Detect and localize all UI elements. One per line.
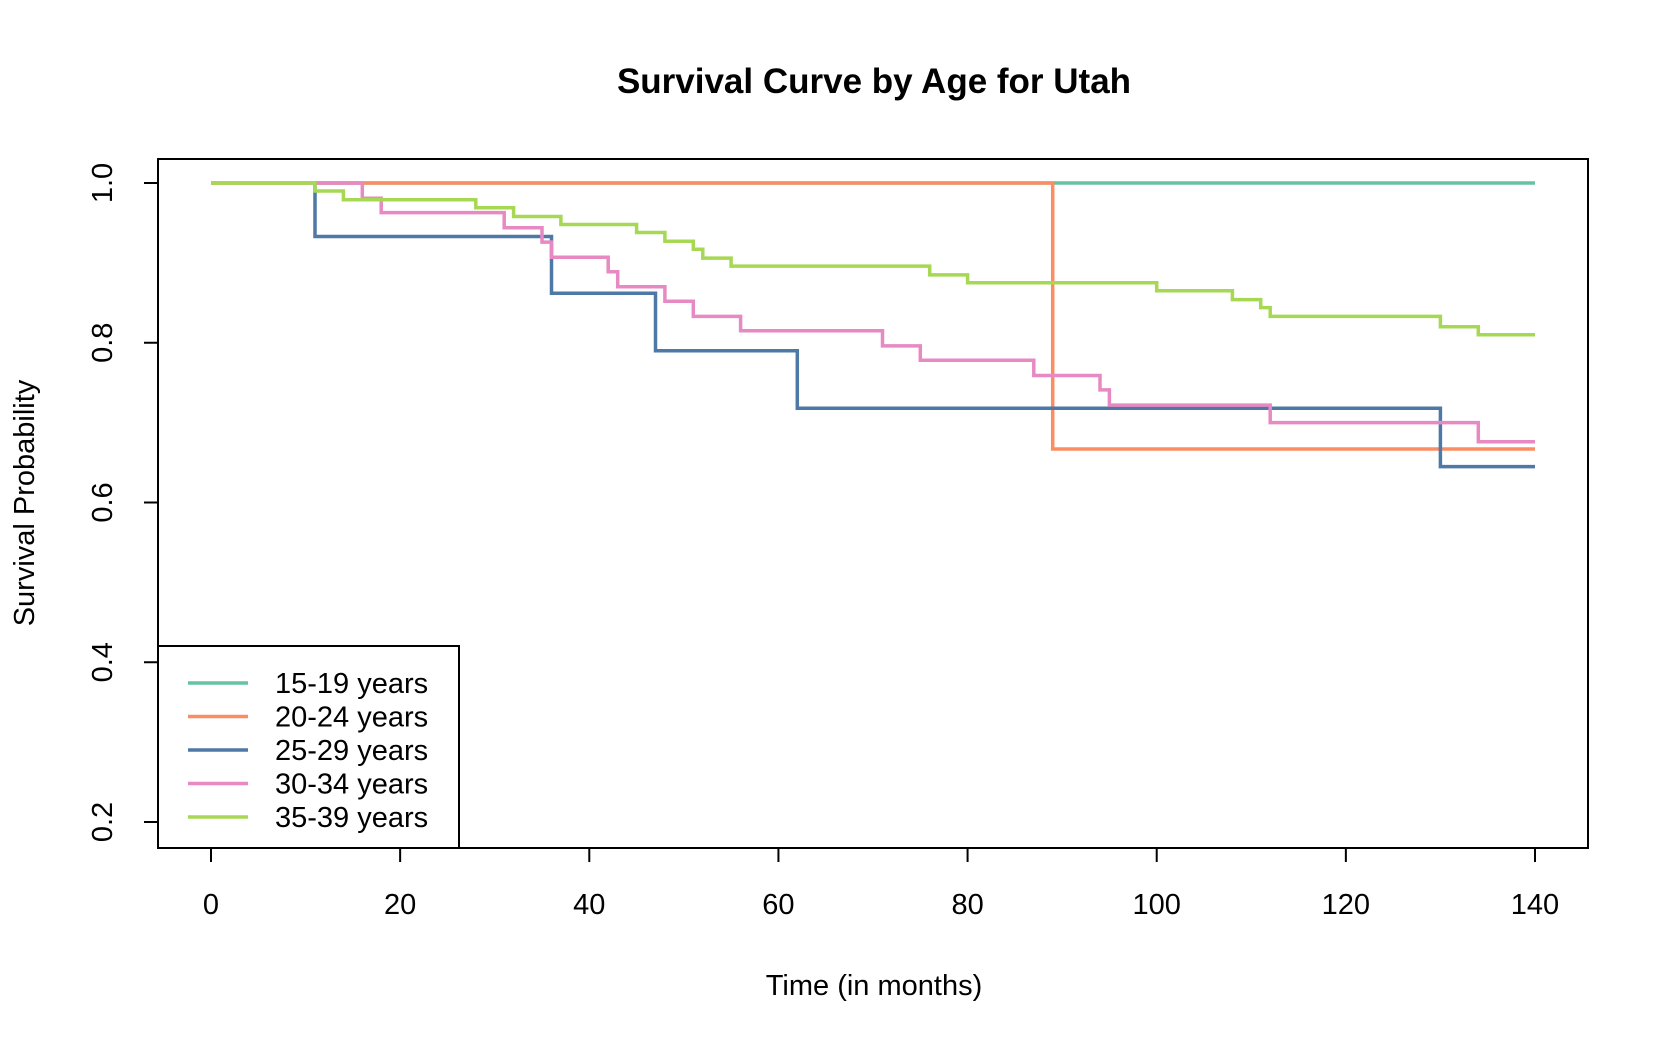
x-tick-label: 100 — [1133, 889, 1181, 921]
legend-label-4: 30-34 years — [275, 769, 428, 801]
x-tick-label: 60 — [762, 889, 794, 921]
y-tick-label: 0.8 — [87, 323, 119, 363]
legend-label-1: 15-19 years — [275, 668, 428, 700]
series-line-2 — [211, 181, 1535, 451]
x-tick-label: 120 — [1322, 889, 1370, 921]
y-tick-label: 0.2 — [87, 802, 119, 842]
legend-box — [157, 645, 460, 849]
y-tick-label: 0.6 — [87, 482, 119, 522]
series-layer — [211, 181, 1535, 469]
y-tick-label: 1.0 — [87, 163, 119, 203]
y-tick-label: 0.4 — [87, 642, 119, 682]
x-axis-label: Time (in months) — [766, 970, 982, 1002]
series-line-4 — [315, 181, 1535, 444]
x-tick-label: 0 — [203, 889, 219, 921]
legend-label-5: 35-39 years — [275, 802, 428, 834]
x-tick-label: 40 — [573, 889, 605, 921]
x-tick-label: 140 — [1511, 889, 1559, 921]
series-line-3 — [313, 183, 1535, 469]
series-line-5 — [211, 181, 1535, 337]
y-axis-label: Survival Probability — [9, 379, 41, 626]
legend-label-2: 20-24 years — [275, 702, 428, 734]
x-tick-label: 80 — [951, 889, 983, 921]
legend-label-3: 25-29 years — [275, 735, 428, 767]
y-axis: 0.2 0.4 0.6 0.8 1.0 — [87, 163, 159, 842]
x-axis: 0 20 40 60 80 100 120 140 — [203, 847, 1559, 921]
chart-title: Survival Curve by Age for Utah — [617, 62, 1131, 101]
x-tick-label: 20 — [384, 889, 416, 921]
